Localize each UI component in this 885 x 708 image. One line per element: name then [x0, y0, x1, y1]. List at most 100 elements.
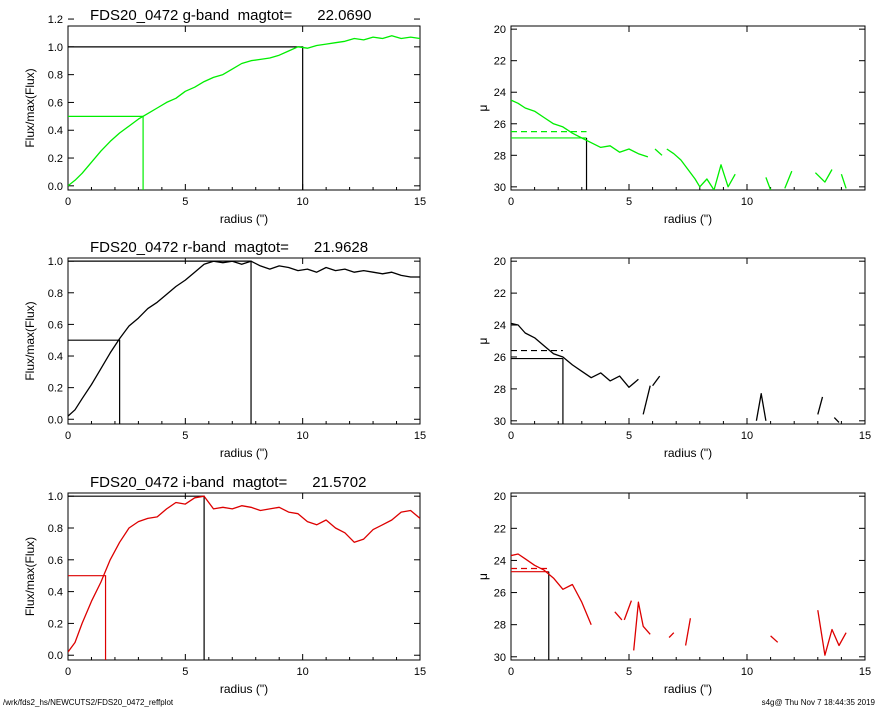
- total-radius-marker: [68, 260, 252, 424]
- half-light-marker: [68, 339, 121, 424]
- plot-frame: [510, 25, 866, 191]
- total-radius-marker: [68, 46, 304, 190]
- half-light-marker: [68, 115, 144, 190]
- total-radius-marker: [68, 495, 205, 660]
- r-band-profile-line: [755, 393, 767, 421]
- panel-g-surface-brightness: 0 5 10 20 22 24 26 28 30 radius (") μ: [476, 24, 866, 226]
- y-tick-label: 0.4: [48, 351, 63, 363]
- y-tick-label: 22: [494, 288, 506, 300]
- x-axis-label: radius ("): [220, 212, 268, 226]
- x-tick-label: 5: [626, 666, 632, 678]
- y-tick-label: 0.0: [48, 414, 63, 426]
- y-tick-label: 0.6: [48, 555, 63, 567]
- y-tick-label: 22: [494, 56, 506, 68]
- panel-g-growth-curve: 0 5 10 15 0.0 0.2 0.4 0.6 0.8 1.0 1.2 radius (") Flu…: [23, 7, 426, 226]
- g-band-profile-line: [814, 169, 833, 183]
- x-tick-label: 10: [741, 196, 753, 208]
- i-band-profile-line: [770, 635, 779, 643]
- x-tick-label: 10: [297, 666, 309, 678]
- y-tick-label: 24: [494, 320, 506, 332]
- y-tick-label: 0.8: [48, 288, 63, 300]
- y-tick-label: 1.0: [48, 256, 63, 268]
- g-band-profile-line: [840, 173, 847, 189]
- footer-timestamp: s4g@ Thu Nov 7 18:44:35 2019: [761, 698, 875, 707]
- panel-title: FDS20_0472 r-band magtot= 21.9628: [90, 239, 368, 256]
- x-tick-label: 5: [626, 430, 632, 442]
- i-band-profile-line: [511, 553, 592, 625]
- x-tick-label: 5: [182, 430, 188, 442]
- y-tick-label: 0.0: [48, 650, 63, 662]
- g-band-profile-line: [666, 148, 736, 190]
- x-axis-label: radius ("): [664, 682, 712, 696]
- y-tick-label: 24: [494, 87, 506, 99]
- x-tick-label: 15: [414, 666, 426, 678]
- x-tick-label: 0: [65, 430, 71, 442]
- g-band-profile-line: [68, 35, 420, 187]
- i-band-profile-line: [817, 610, 847, 656]
- x-tick-label: 0: [65, 196, 71, 208]
- i-band-profile-line: [684, 618, 692, 646]
- plot-area: [68, 35, 420, 190]
- x-tick-label: 15: [414, 196, 426, 208]
- y-tick-label: 30: [494, 416, 506, 428]
- y-tick-label: 30: [494, 182, 506, 194]
- x-tick-label: 5: [182, 196, 188, 208]
- r-band-profile-line: [817, 396, 824, 415]
- x-tick-label: 5: [182, 666, 188, 678]
- footer-path: /wrk/fds2_hs/NEWCUTS2/FDS20_0472_reffplo…: [3, 698, 174, 707]
- x-tick-label: 15: [859, 430, 871, 442]
- y-tick-label: 0.6: [48, 97, 63, 109]
- plot-area: [68, 495, 420, 660]
- y-tick-label: 20: [494, 24, 506, 36]
- x-axis-label: radius ("): [664, 212, 712, 226]
- y-tick-label: 0.0: [48, 181, 63, 193]
- panel-i-growth-curve: 0 5 10 15 0.0 0.2 0.4 0.6 0.8 1.0 radius (") Flux/m…: [23, 474, 426, 696]
- panel-i-surface-brightness: 0 5 10 15 20 22 24 26 28 30 radius (") μ: [476, 491, 871, 696]
- y-axis-label: Flux/max(Flux): [23, 68, 37, 147]
- y-tick-label: 26: [494, 119, 506, 131]
- y-tick-label: 0.8: [48, 70, 63, 82]
- plot-frame: [67, 257, 421, 425]
- x-tick-label: 0: [65, 666, 71, 678]
- i-band-profile-line: [623, 600, 633, 621]
- y-axis-label: μ: [476, 573, 490, 580]
- plot-frame: [510, 257, 866, 425]
- y-tick-label: 28: [494, 620, 506, 632]
- panel-r-growth-curve: 0 5 10 15 0.0 0.2 0.4 0.6 0.8 1.0 radius (") Flux/m…: [23, 239, 426, 460]
- y-tick-label: 0.4: [48, 125, 63, 137]
- x-axis-label: radius ("): [220, 682, 268, 696]
- y-tick-label: 24: [494, 555, 506, 567]
- i-band-profile-line: [633, 601, 651, 651]
- panel-r-surface-brightness: 0 5 10 15 20 22 24 26 28 30 radius (") μ: [476, 256, 871, 460]
- i-band-profile-line: [614, 611, 623, 621]
- i-band-profile-line: [668, 632, 675, 638]
- plot-area: [511, 99, 847, 190]
- y-tick-label: 0.6: [48, 319, 63, 331]
- y-tick-label: 1.0: [48, 42, 63, 54]
- y-tick-label: 20: [494, 491, 506, 503]
- plot-area: [511, 322, 840, 424]
- g-band-profile-line: [765, 177, 772, 190]
- g-band-profile-line: [511, 99, 649, 158]
- y-tick-label: 30: [494, 652, 506, 664]
- y-tick-label: 20: [494, 256, 506, 268]
- y-tick-label: 28: [494, 384, 506, 396]
- y-tick-label: 28: [494, 150, 506, 162]
- y-axis-label: Flux/max(Flux): [23, 537, 37, 616]
- plot-frame: [510, 492, 866, 661]
- half-light-marker: [68, 575, 107, 660]
- plot-frame: [67, 25, 421, 191]
- r-band-profile-line: [511, 322, 639, 388]
- y-tick-label: 0.4: [48, 587, 63, 599]
- r-band-profile-line: [652, 375, 661, 387]
- r-band-profile-line: [68, 260, 420, 417]
- plot-area: [511, 553, 847, 660]
- r-band-profile-line: [833, 417, 840, 423]
- y-tick-label: 0.2: [48, 383, 63, 395]
- x-tick-label: 0: [508, 196, 514, 208]
- x-axis-label: radius ("): [220, 446, 268, 460]
- y-tick-label: 22: [494, 523, 506, 535]
- x-tick-label: 10: [297, 430, 309, 442]
- y-axis-label: μ: [476, 337, 490, 344]
- x-tick-label: 15: [414, 430, 426, 442]
